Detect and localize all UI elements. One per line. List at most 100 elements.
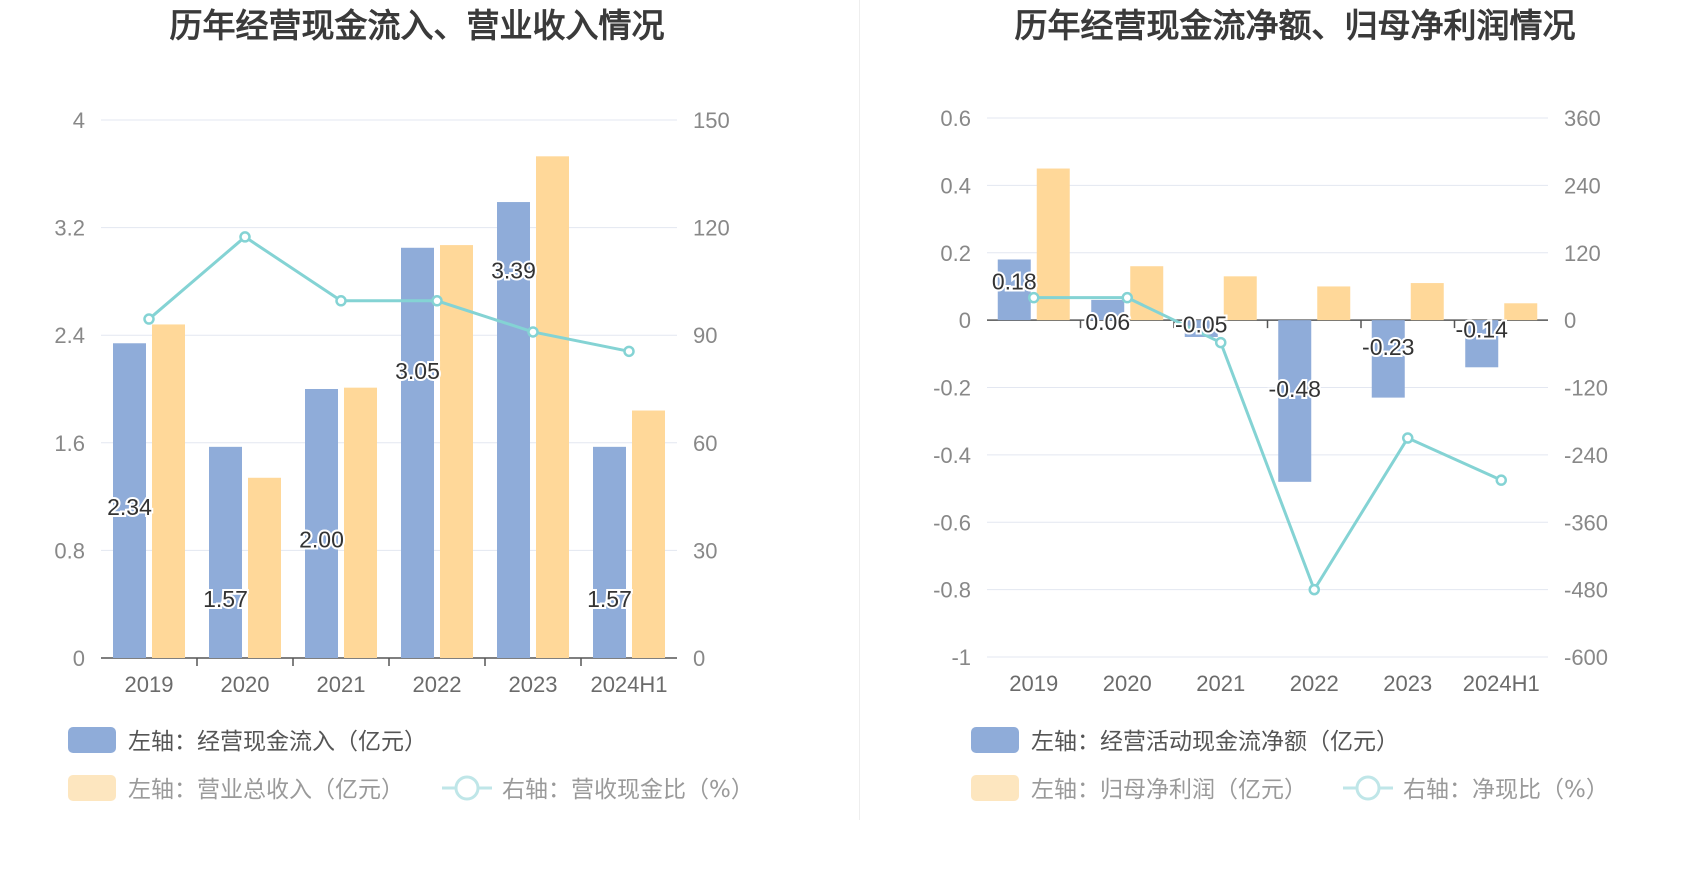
y-right-tick: 120 <box>1564 241 1601 266</box>
x-tick-label: 2024H1 <box>1463 671 1540 696</box>
y-right-tick: 90 <box>693 323 717 348</box>
legend-label: 左轴：经营现金流入（亿元） <box>128 729 427 755</box>
legend-line-icon <box>454 775 480 801</box>
bar-net-profit <box>1410 283 1444 321</box>
y-left-tick: -0.4 <box>933 443 971 468</box>
data-label: -0.23 <box>1362 334 1414 360</box>
x-tick-label: 2019 <box>125 672 174 697</box>
bar-revenue <box>152 324 185 658</box>
legend-label: 右轴：营收现金比（%） <box>502 777 754 803</box>
bar-net-cashflow <box>1278 320 1312 482</box>
y-right-tick: -360 <box>1564 510 1608 535</box>
panel-divider <box>859 0 860 820</box>
y-right-tick: -480 <box>1564 578 1608 603</box>
bar-net-profit <box>1317 286 1351 321</box>
bar-revenue <box>344 387 377 658</box>
ratio-line <box>1033 296 1502 594</box>
legend-swatch-bar <box>68 775 116 801</box>
legend-line-icon <box>1355 775 1381 801</box>
y-left-tick: 0 <box>959 308 971 333</box>
bar-cash-inflow <box>593 446 626 658</box>
chart-title: 历年经营现金流入、营业收入情况 <box>170 6 665 45</box>
bar-net-profit <box>1223 276 1257 321</box>
line-point <box>1121 291 1133 304</box>
y-left-tick: 0.6 <box>940 106 971 131</box>
data-label: 1.57 <box>587 586 632 612</box>
bar-net-cashflow <box>1184 320 1218 337</box>
data-label: -0.14 <box>1456 317 1509 343</box>
x-tick-label: 2021 <box>1196 671 1245 696</box>
data-label: 1.57 <box>203 586 248 612</box>
bar-revenue <box>536 156 569 658</box>
x-tick-label: 2022 <box>413 672 462 697</box>
bar-cash-inflow <box>401 247 434 658</box>
y-left-tick: 0.8 <box>54 538 85 563</box>
line-point <box>623 345 635 358</box>
y-right-tick: 360 <box>1564 106 1601 131</box>
bar-net-cashflow <box>997 259 1031 321</box>
line-point <box>1215 336 1227 349</box>
legend-label: 左轴：归母净利润（亿元） <box>1031 777 1307 803</box>
line-point <box>1028 291 1040 304</box>
x-tick-label: 2021 <box>317 672 366 697</box>
y-left-tick: 4 <box>73 108 85 133</box>
y-right-tick: -600 <box>1564 645 1608 670</box>
x-tick-label: 2024H1 <box>590 672 667 697</box>
line-point <box>1308 583 1320 596</box>
data-label: 0.06 <box>1085 309 1130 335</box>
data-label: 3.39 <box>491 257 536 283</box>
line-point <box>335 295 347 307</box>
y-left-tick: 2.4 <box>54 323 85 348</box>
line-point <box>143 313 155 325</box>
data-label: 2.34 <box>107 494 152 520</box>
legend-label: 左轴：营业总收入（亿元） <box>128 777 404 803</box>
bar-net-profit <box>1130 266 1164 321</box>
y-left-tick: 0.2 <box>940 241 971 266</box>
y-left-tick: -0.6 <box>933 510 971 535</box>
y-left-tick: -0.2 <box>933 376 971 401</box>
y-right-tick: 0 <box>693 646 705 671</box>
y-right-tick: 60 <box>693 431 717 456</box>
line-point <box>527 326 539 338</box>
legend-label: 左轴：经营活动现金流净额（亿元） <box>1031 729 1399 755</box>
bar-cash-inflow <box>113 343 146 658</box>
bar-cash-inflow <box>305 389 338 658</box>
y-right-tick: -240 <box>1564 443 1608 468</box>
ratio-line <box>148 235 630 353</box>
chart-cash-inflow-revenue: 历年经营现金流入、营业收入情况 2.34 1.57 2.00 3.05 3.39 1.57… <box>54 6 754 803</box>
y-left-tick: 1.6 <box>54 431 85 456</box>
y-right-tick: 120 <box>693 216 730 241</box>
bar-revenue <box>632 410 665 658</box>
bar-cash-inflow <box>497 202 530 659</box>
y-right-tick: 30 <box>693 538 717 563</box>
x-tick-label: 2022 <box>1290 671 1339 696</box>
x-tick-label: 2019 <box>1009 671 1058 696</box>
line-point <box>1402 432 1414 444</box>
bar-net-profit <box>1036 168 1070 321</box>
y-left-tick: -0.8 <box>933 578 971 603</box>
legend-swatch-bar <box>68 727 116 753</box>
legend-swatch-bar <box>971 775 1019 801</box>
legend-label: 右轴：净现比（%） <box>1403 777 1609 803</box>
data-label: 3.05 <box>395 358 440 384</box>
x-tick-label: 2020 <box>1103 671 1152 696</box>
chart-title: 历年经营现金流净额、归母净利润情况 <box>1015 6 1576 45</box>
bar-revenue <box>440 245 473 658</box>
legend-swatch-bar <box>971 727 1019 753</box>
data-label: 0.18 <box>992 268 1037 294</box>
y-left-tick: 0 <box>73 646 85 671</box>
data-label: 2.00 <box>299 527 344 553</box>
line-point <box>431 295 443 307</box>
y-left-tick: 3.2 <box>54 216 85 241</box>
data-label: -0.48 <box>1269 376 1321 402</box>
line-point <box>239 231 251 243</box>
y-right-tick: 0 <box>1564 308 1576 333</box>
bar-net-cashflow <box>1091 299 1125 321</box>
line-point <box>1495 474 1507 486</box>
bar-net-cashflow <box>1465 320 1499 368</box>
data-label: -0.05 <box>1175 312 1227 338</box>
y-right-tick: 240 <box>1564 173 1601 198</box>
y-right-tick: -120 <box>1564 376 1608 401</box>
y-right-tick: 150 <box>693 108 730 133</box>
y-left-tick: 0.4 <box>940 173 971 198</box>
